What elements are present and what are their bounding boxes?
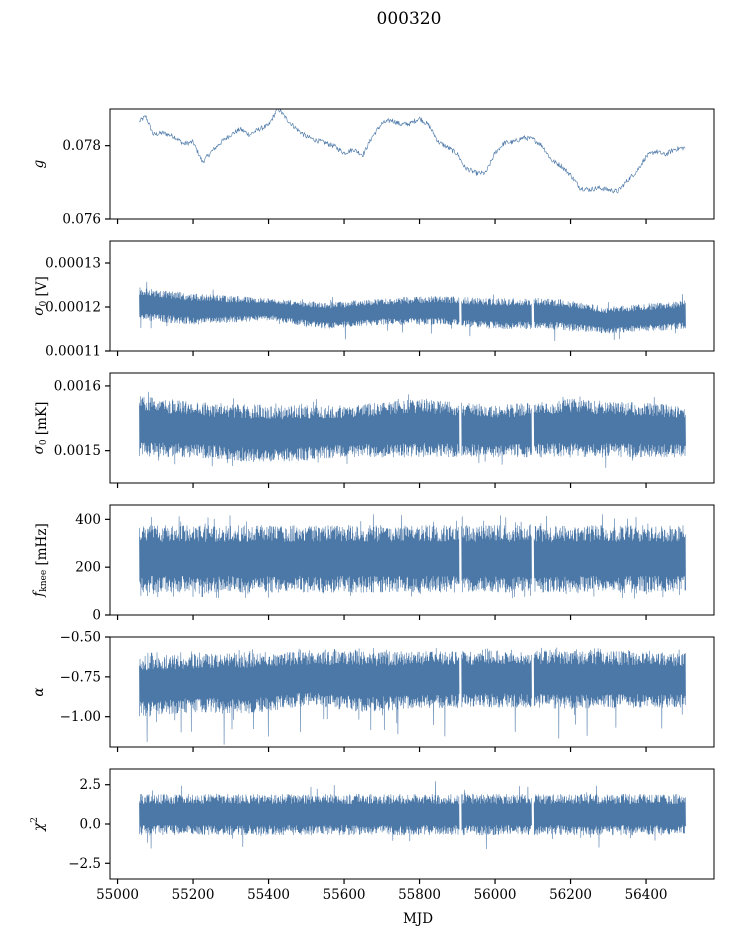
y-tick-label: −2.5 (68, 856, 101, 872)
y-tick-label: −0.50 (60, 630, 101, 646)
y-axis-label: σ0 [V] (31, 276, 50, 316)
y-tick-label: 0.078 (62, 138, 101, 154)
plot-frame (109, 372, 715, 484)
x-tick-label: 55000 (96, 887, 139, 903)
y-tick-label: 0 (92, 608, 101, 624)
series-line (139, 109, 686, 194)
y-axis-label: fknee [mHz] (31, 523, 50, 597)
panel-2: 0.00011 0.00012 0.00013 σ0 [V] (31, 240, 715, 360)
series-line (139, 281, 686, 342)
plot-frame (109, 504, 715, 616)
panel-4: 0 200 400 fknee [mHz] (31, 504, 715, 624)
plot-frame (109, 636, 715, 748)
panel-5: −1.00 −0.75 −0.50 α (31, 630, 715, 752)
y-tick-label: 0.0016 (54, 378, 101, 394)
figure-title: 000320 (377, 9, 442, 29)
y-tick-label: 200 (75, 560, 101, 576)
x-tick-label: 56000 (474, 887, 517, 903)
y-tick-label: 2.5 (80, 777, 101, 793)
plot-frame (109, 240, 715, 352)
y-tick-label: 0.00011 (45, 344, 101, 360)
y-tick-label: 0.076 (62, 212, 101, 228)
x-tick-label: 56400 (625, 887, 668, 903)
y-tick-label: 0.0015 (54, 443, 101, 459)
y-axis-label: χ2 (30, 817, 47, 832)
y-tick-label: 0.0 (80, 817, 101, 833)
plot-frame (109, 108, 715, 220)
series-line (139, 647, 686, 745)
y-tick-label: −0.75 (60, 669, 101, 685)
panel-1: 0.076 0.078 g (31, 108, 715, 228)
series-line (139, 514, 686, 599)
y-tick-label: 0.00012 (45, 300, 101, 316)
y-tick-label: 400 (75, 512, 101, 528)
x-axis-label: MJD (403, 911, 433, 927)
x-tick-label: 55800 (398, 887, 441, 903)
x-tick-label: 56200 (549, 887, 592, 903)
y-tick-label: −1.00 (60, 709, 101, 725)
y-tick-label: 0.00013 (45, 256, 101, 272)
panel-6: −2.5 0.0 2.5 55000 55200 55400 55600 55800 56000… (30, 768, 715, 903)
x-tick-label: 55400 (247, 887, 290, 903)
y-axis-label: α (31, 687, 47, 696)
y-axis-label: σ0 [mK] (31, 402, 50, 455)
y-axis-label: g (31, 159, 47, 168)
series-line (139, 781, 686, 850)
x-tick-label: 55600 (323, 887, 366, 903)
series-line (139, 391, 686, 468)
x-tick-label: 55200 (172, 887, 215, 903)
